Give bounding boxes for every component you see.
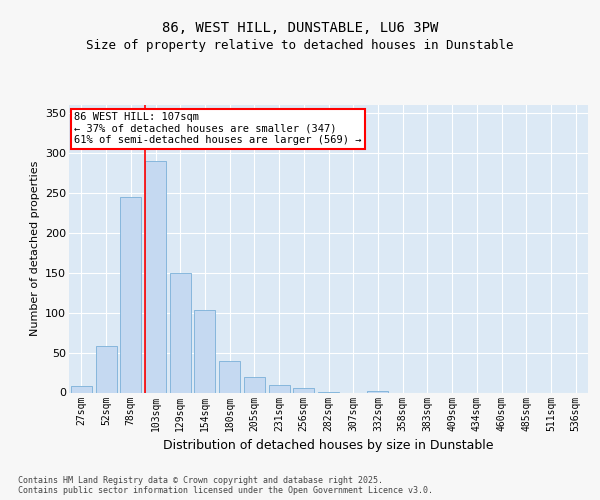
Bar (170, 272, 191, 392)
Bar (293, 388, 314, 392)
Bar (95, 346, 116, 393)
Bar (244, 376, 265, 392)
Bar (120, 197, 141, 392)
Text: Contains HM Land Registry data © Crown copyright and database right 2025.
Contai: Contains HM Land Registry data © Crown c… (18, 476, 433, 495)
X-axis label: Distribution of detached houses by size in Dunstable: Distribution of detached houses by size … (163, 439, 494, 452)
Bar (269, 384, 290, 392)
Bar (194, 310, 215, 392)
Text: 86, WEST HILL, DUNSTABLE, LU6 3PW: 86, WEST HILL, DUNSTABLE, LU6 3PW (162, 20, 438, 34)
Text: Size of property relative to detached houses in Dunstable: Size of property relative to detached ho… (86, 38, 514, 52)
Bar (145, 161, 166, 392)
Text: 86 WEST HILL: 107sqm
← 37% of detached houses are smaller (347)
61% of semi-deta: 86 WEST HILL: 107sqm ← 37% of detached h… (74, 112, 362, 146)
Bar (71, 386, 92, 392)
Bar (367, 391, 388, 392)
Y-axis label: Number of detached properties: Number of detached properties (29, 161, 40, 336)
Bar (219, 360, 240, 392)
